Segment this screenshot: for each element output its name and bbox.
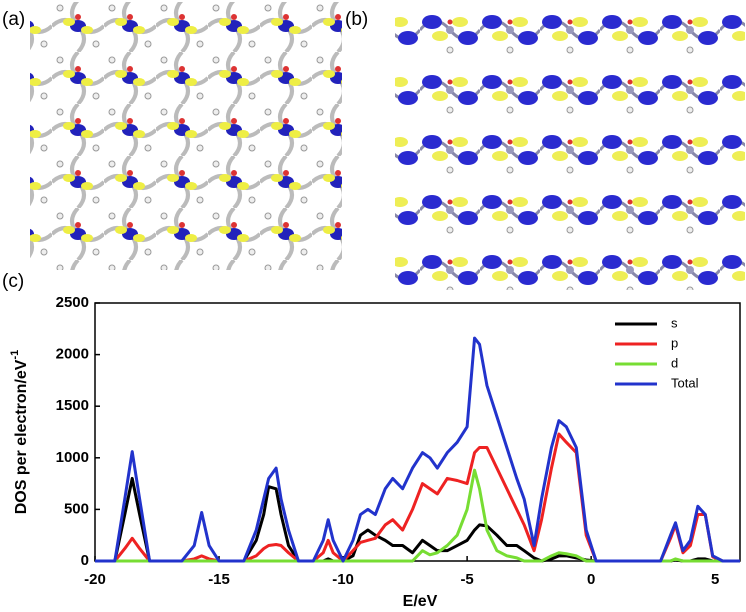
- legend-label: d: [671, 355, 678, 370]
- y-tick-label: 0: [81, 552, 89, 569]
- structure-image-b: [395, 2, 745, 290]
- y-tick-label: 2500: [56, 294, 89, 311]
- panel-label: (b): [345, 9, 368, 30]
- structure-image-a: [30, 2, 342, 270]
- y-tick-label: 1500: [56, 397, 89, 414]
- plot-frame: [94, 302, 741, 562]
- legend-label: p: [671, 335, 678, 350]
- panel-label: (a): [2, 9, 25, 30]
- x-tick-label: -20: [84, 571, 106, 588]
- y-axis-label-main: DOS per electron/eV: [13, 359, 30, 514]
- x-axis-label: E/eV: [403, 593, 438, 610]
- x-tick-label: 5: [711, 571, 719, 588]
- series-line: [95, 432, 740, 563]
- x-tick-label: -5: [460, 571, 473, 588]
- series-line: [95, 336, 740, 563]
- panel-label: (c): [2, 271, 24, 292]
- legend-label: s: [671, 315, 678, 330]
- x-tick-label: 0: [587, 571, 595, 588]
- y-tick-label: 500: [64, 500, 89, 517]
- y-axis-label-sup: -1: [9, 350, 21, 360]
- x-tick-label: -10: [332, 571, 354, 588]
- y-tick-label: 2000: [56, 346, 89, 363]
- legend-label: Total: [671, 375, 699, 390]
- y-tick-label: 1000: [56, 449, 89, 466]
- y-axis-label: DOS per electron/eV-1: [9, 350, 30, 515]
- x-tick-label: -15: [208, 571, 230, 588]
